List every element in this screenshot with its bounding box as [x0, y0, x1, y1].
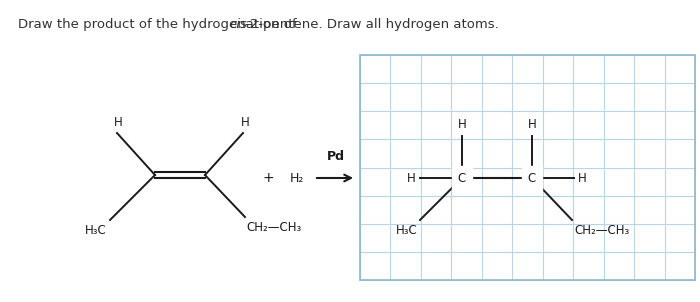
Text: H: H	[578, 172, 587, 185]
Text: H₃C: H₃C	[85, 224, 107, 237]
Text: H₂: H₂	[290, 172, 304, 185]
Text: H: H	[458, 118, 466, 131]
Text: H: H	[407, 172, 416, 185]
Text: +: +	[262, 171, 274, 185]
Text: Draw the product of the hydrogenation of: Draw the product of the hydrogenation of	[18, 18, 301, 31]
Bar	[360, 55, 695, 280]
Text: cis: cis	[229, 18, 247, 31]
Text: Pd: Pd	[327, 150, 345, 163]
Text: H: H	[114, 116, 122, 129]
Text: H: H	[528, 118, 536, 131]
Text: CH₂—CH₃: CH₂—CH₃	[246, 221, 301, 234]
Text: H₃C: H₃C	[396, 224, 418, 237]
Text: C: C	[458, 172, 466, 185]
Text: C: C	[528, 172, 536, 185]
Text: CH₂—CH₃: CH₂—CH₃	[574, 224, 629, 237]
Text: H: H	[241, 116, 250, 129]
Text: -2-pentene. Draw all hydrogen atoms.: -2-pentene. Draw all hydrogen atoms.	[244, 18, 498, 31]
